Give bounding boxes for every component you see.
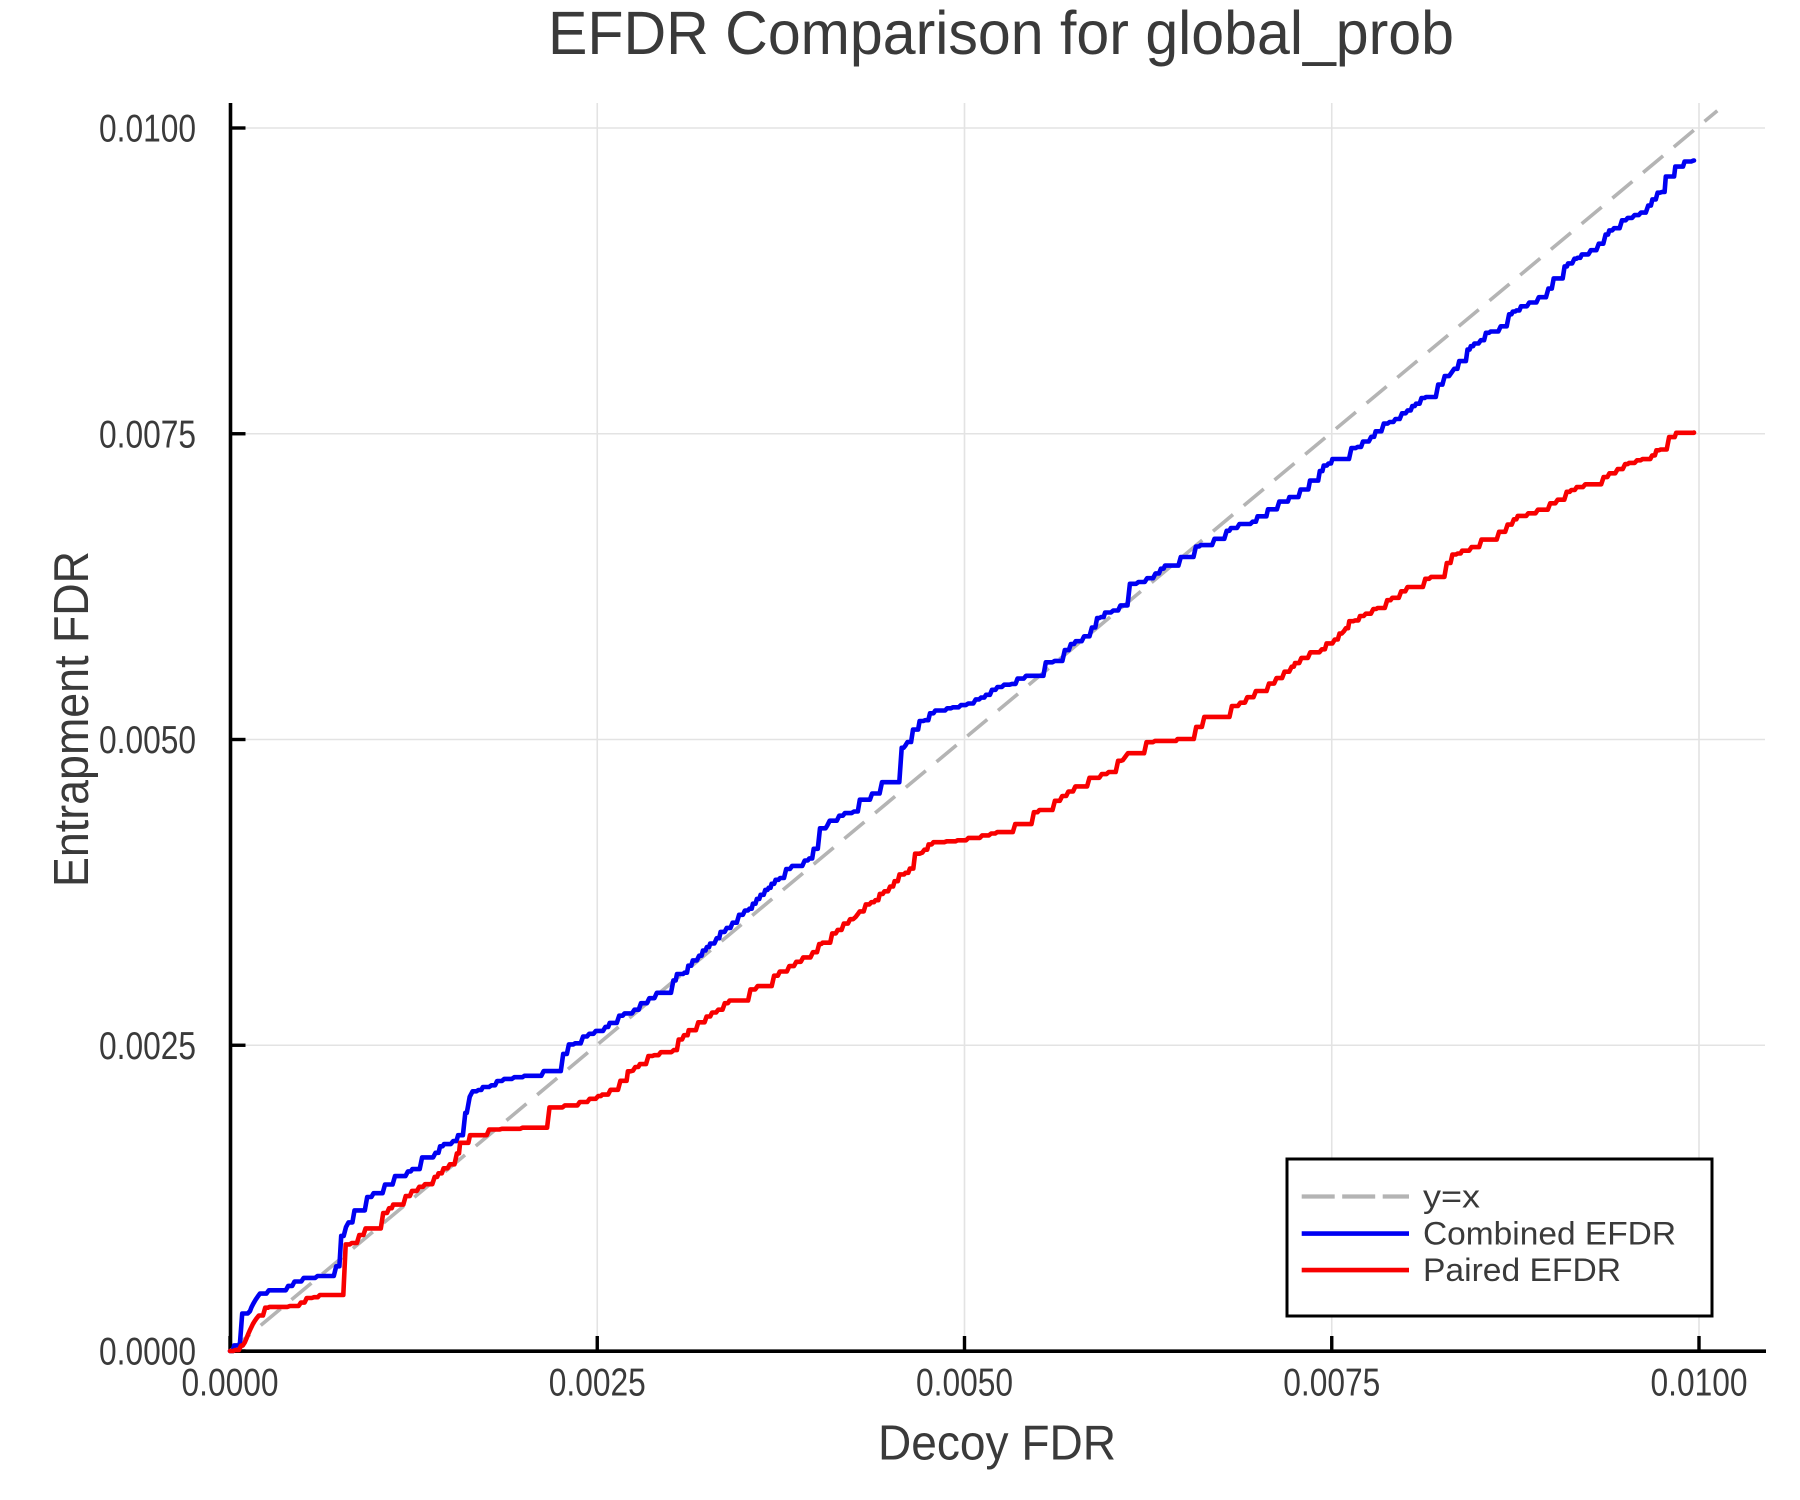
svg-text:y=x: y=x (1423, 1179, 1480, 1215)
svg-text:Decoy FDR: Decoy FDR (878, 1417, 1116, 1471)
svg-text:Paired EFDR: Paired EFDR (1423, 1252, 1621, 1288)
svg-text:0.0025: 0.0025 (99, 1025, 196, 1068)
svg-text:0.0050: 0.0050 (99, 719, 196, 762)
svg-text:0.0075: 0.0075 (1283, 1362, 1380, 1405)
svg-text:Combined EFDR: Combined EFDR (1423, 1216, 1676, 1252)
svg-text:0.0100: 0.0100 (99, 108, 196, 151)
svg-text:0.0050: 0.0050 (916, 1362, 1013, 1405)
svg-text:Entrapment FDR: Entrapment FDR (45, 551, 99, 887)
svg-text:EFDR Comparison for global_pro: EFDR Comparison for global_prob (548, 0, 1454, 67)
svg-text:0.0000: 0.0000 (99, 1331, 196, 1374)
svg-text:0.0000: 0.0000 (182, 1362, 279, 1405)
svg-text:0.0075: 0.0075 (99, 413, 196, 456)
svg-text:0.0100: 0.0100 (1651, 1362, 1748, 1405)
svg-text:0.0025: 0.0025 (549, 1362, 646, 1405)
